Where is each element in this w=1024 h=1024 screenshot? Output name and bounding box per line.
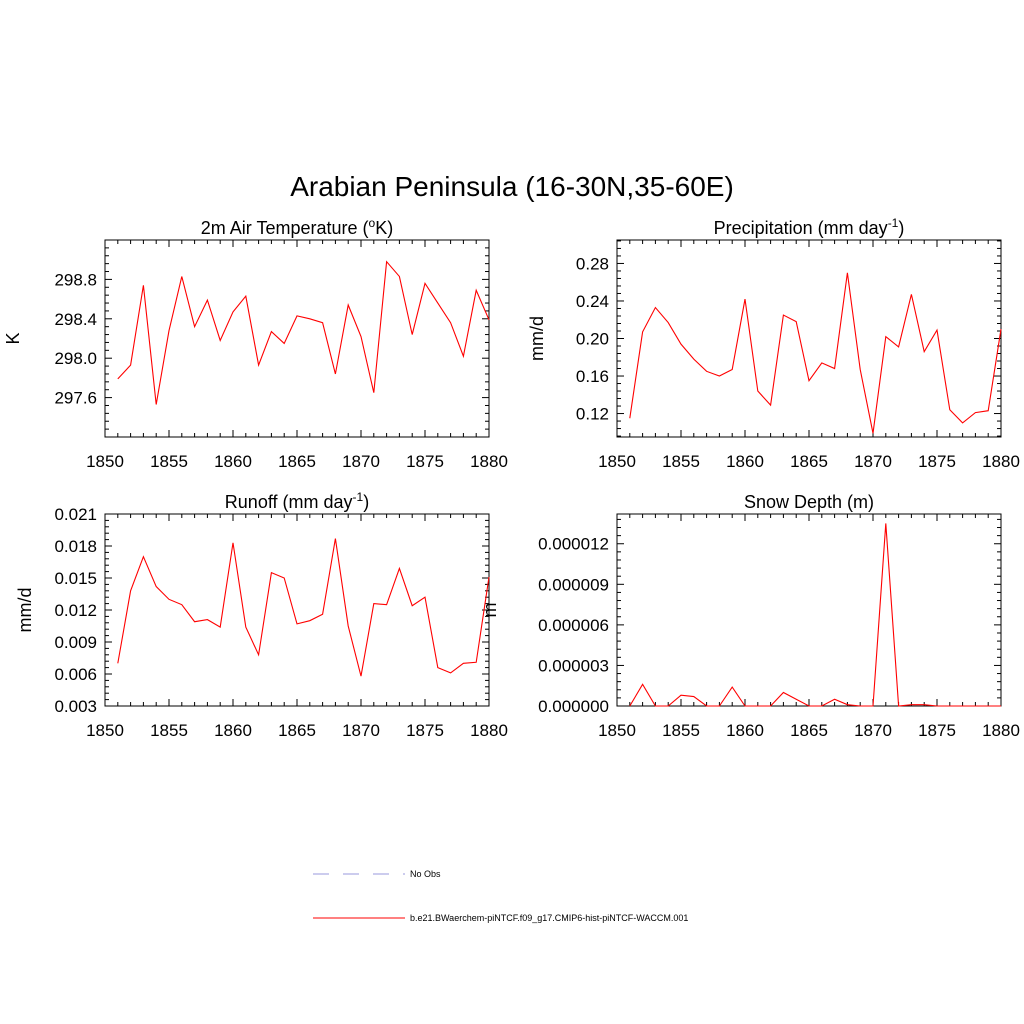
y-tick-label: 0.000006	[538, 616, 609, 635]
x-tick-label: 1855	[662, 452, 700, 471]
x-tick-label: 1880	[982, 721, 1020, 740]
x-tick-label: 1875	[918, 721, 956, 740]
chart-panel-4: 1850 1855 1860 1865 1870 1875 1880 0.000000 0.00…	[480, 492, 1020, 740]
plot-frame	[616, 239, 1002, 438]
y-axis-label: mm/d	[15, 588, 35, 633]
y-tick-label: 0.012	[54, 601, 97, 620]
legend: No Obs b.e21.BWaerchem-piNTCF.f09_g17.CMI…	[313, 869, 688, 923]
y-tick-label: 298.8	[54, 270, 97, 289]
x-tick-label: 1880	[982, 452, 1020, 471]
y-tick-label: 298.0	[54, 349, 97, 368]
plot-frame	[104, 239, 490, 438]
panel-title: Runoff (mm day-1)	[225, 490, 369, 512]
panel-title-unit-end: K)	[375, 218, 393, 238]
x-tick-label: 1865	[790, 452, 828, 471]
series-line	[629, 523, 1001, 707]
x-tick-label: 1855	[662, 721, 700, 740]
panel-title: Precipitation (mm day-1)	[714, 216, 905, 238]
x-tick-label: 1865	[790, 721, 828, 740]
y-tick-label: 0.24	[576, 292, 609, 311]
x-tick-label: 1850	[598, 452, 636, 471]
figure-title: Arabian Peninsula (16-30N,35-60E)	[290, 171, 734, 202]
x-tick-label: 1865	[278, 452, 316, 471]
x-tick-label: 1870	[342, 452, 380, 471]
x-tick-label: 1870	[854, 721, 892, 740]
series-line	[117, 538, 490, 677]
y-tick-label: 0.000000	[538, 697, 609, 716]
x-tick-label: 1870	[854, 452, 892, 471]
plot-frame	[616, 513, 1002, 707]
panel-title-unit-end: )	[363, 492, 369, 512]
x-tick-label: 1855	[150, 721, 188, 740]
legend-label: No Obs	[410, 869, 441, 879]
y-tick-label: 0.021	[54, 505, 97, 524]
x-tick-label: 1860	[214, 721, 252, 740]
y-tick-label: 0.000012	[538, 535, 609, 554]
x-tick-label: 1865	[278, 721, 316, 740]
x-tick-label: 1850	[86, 452, 124, 471]
y-tick-label: 298.4	[54, 310, 97, 329]
series-line	[629, 272, 1002, 434]
legend-label: b.e21.BWaerchem-piNTCF.f09_g17.CMIP6-his…	[410, 913, 688, 923]
y-tick-label: 0.16	[576, 367, 609, 386]
x-tick-label: 1870	[342, 721, 380, 740]
plot-frame	[104, 513, 490, 707]
panel-title-unit-end: )	[898, 218, 904, 238]
chart-panel-2: 1850 1855 1860 1865 1870 1875 1880 0.12 0.16 0.20…	[527, 216, 1020, 471]
y-tick-label: 0.20	[576, 330, 609, 349]
y-tick-label: 0.003	[54, 697, 97, 716]
x-tick-label: 1860	[214, 452, 252, 471]
y-tick-label: 297.6	[54, 389, 97, 408]
y-tick-label: 0.12	[576, 405, 609, 424]
panel-title: Snow Depth (m)	[744, 492, 874, 512]
x-tick-label: 1855	[150, 452, 188, 471]
y-tick-label: 0.015	[54, 569, 97, 588]
chart-panel-1: 1850 1855 1860 1865 1870 1875 1880 297.6 298.0 29…	[3, 216, 508, 471]
x-tick-label: 1860	[726, 452, 764, 471]
y-tick-label: 0.009	[54, 633, 97, 652]
panel-title-superscript: o	[369, 216, 376, 230]
x-tick-label: 1875	[406, 721, 444, 740]
x-tick-label: 1850	[86, 721, 124, 740]
panel-title-superscript: -1	[888, 216, 899, 230]
x-tick-label: 1880	[470, 452, 508, 471]
y-axis-label: K	[3, 332, 23, 344]
x-tick-label: 1880	[470, 721, 508, 740]
y-tick-label: 0.006	[54, 665, 97, 684]
panel-title-text: Runoff (mm day	[225, 492, 353, 512]
y-tick-label: 0.000009	[538, 575, 609, 594]
x-tick-label: 1875	[406, 452, 444, 471]
x-tick-label: 1875	[918, 452, 956, 471]
x-tick-label: 1860	[726, 721, 764, 740]
y-tick-label: 0.28	[576, 254, 609, 273]
panel-title: 2m Air Temperature (oK)	[201, 216, 393, 238]
y-axis-label: m	[480, 603, 500, 618]
panel-title-text: Precipitation (mm day	[714, 218, 888, 238]
series-line	[117, 260, 490, 405]
y-axis-label: mm/d	[527, 316, 547, 361]
panel-title-text: 2m Air Temperature (	[201, 218, 369, 238]
panels: 1850 1855 1860 1865 1870 1875 1880 297.6 298.0 29…	[3, 216, 1020, 740]
x-tick-label: 1850	[598, 721, 636, 740]
chart-panel-3: 1850 1855 1860 1865 1870 1875 1880 0.003 0.006 0.…	[15, 490, 508, 740]
y-tick-label: 0.018	[54, 537, 97, 556]
panel-title-superscript: -1	[353, 490, 364, 504]
y-tick-label: 0.000003	[538, 656, 609, 675]
